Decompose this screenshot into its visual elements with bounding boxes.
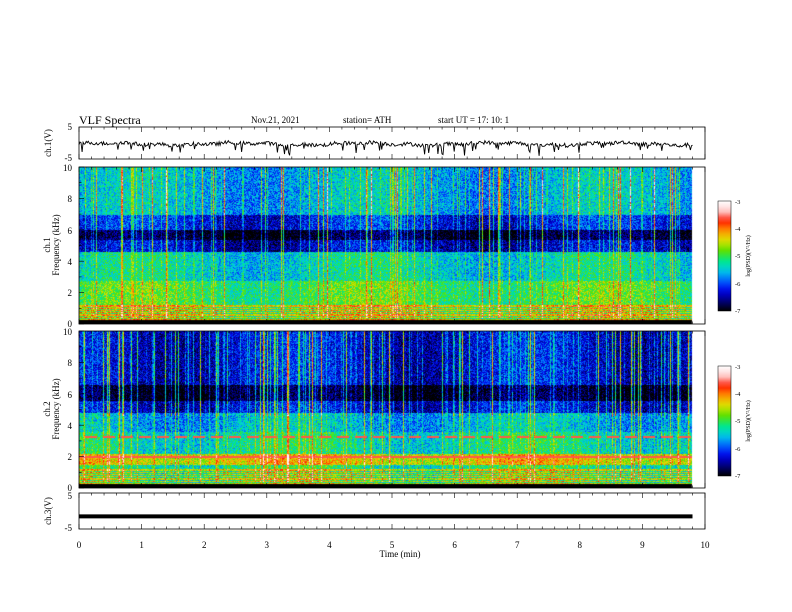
- start-ut-label: start UT = 17: 10: 1: [438, 115, 509, 125]
- cb1-tick-m4: -4: [735, 226, 741, 233]
- spec1-ytick-4: 4: [68, 257, 73, 267]
- spec2-channel-label: ch.2: [42, 401, 52, 416]
- x-tick-label: 10: [701, 540, 711, 550]
- ch3-ytick-bottom: -5: [65, 523, 73, 533]
- ch1-ytick-bottom: -5: [65, 153, 73, 163]
- ch1-spectrogram-image: [79, 167, 705, 324]
- ch3-ytick-top: 5: [68, 491, 73, 501]
- spec1-ytick-0: 0: [68, 319, 73, 329]
- x-axis-tick-labels: 0 1 2 3 4 5 6 7 8 9 10: [77, 540, 710, 550]
- x-axis-label: Time (min): [380, 549, 421, 559]
- ch1-colorbar: [718, 201, 731, 311]
- spec2-ytick-2: 2: [68, 452, 73, 462]
- spec2-ytick-10: 10: [63, 327, 73, 337]
- cb2-tick-m7: -7: [735, 473, 741, 480]
- x-tick-label: 5: [390, 540, 395, 550]
- spec2-ytick-4: 4: [68, 421, 73, 431]
- x-tick-label: 7: [515, 540, 520, 550]
- spec1-ytick-10: 10: [63, 163, 73, 173]
- ch2-spectrogram-panel: 10 8 6 4 2 0 ch.2 Frequency (kHz) -3 -4 …: [42, 327, 752, 493]
- figure-title: VLF Spectra: [79, 113, 141, 127]
- cb2-tick-m3: -3: [735, 364, 740, 371]
- spec2-ytick-0: 0: [68, 483, 73, 493]
- cb1-tick-m5: -5: [735, 253, 740, 260]
- date-label: Nov.21, 2021: [251, 115, 300, 125]
- ch1-waveform-panel: 5 -5 ch.1(V): [43, 122, 706, 163]
- cb2-tick-m5: -5: [735, 418, 740, 425]
- ch1-waveform-line: [78, 139, 693, 156]
- x-tick-label: 9: [640, 540, 645, 550]
- x-tick-label: 4: [327, 540, 332, 550]
- spec1-ylabel: Frequency (kHz): [51, 214, 61, 275]
- ch3-waveform-ylabel: ch.3(V): [43, 497, 53, 525]
- spec1-ytick-6: 6: [68, 226, 73, 236]
- ch1-spectrogram-panel: 10 8 6 4 2 0 ch.1 Frequency (kHz) -3 -4 …: [42, 163, 752, 329]
- spec2-ytick-8: 8: [68, 358, 73, 368]
- spec2-ylabel: Frequency (kHz): [51, 378, 61, 439]
- x-tick-label: 1: [139, 540, 144, 550]
- spec1-channel-label: ch.1: [42, 237, 52, 252]
- ch2-colorbar: [718, 366, 731, 476]
- ch3-waveform-frame: [78, 492, 706, 530]
- spec1-ytick-2: 2: [68, 288, 73, 298]
- x-tick-label: 2: [202, 540, 207, 550]
- spec2-ytick-6: 6: [68, 390, 73, 400]
- ch1-waveform-ylabel: ch.1(V): [43, 129, 53, 157]
- cb2-tick-m6: -6: [735, 446, 741, 453]
- cb1-tick-m7: -7: [735, 308, 741, 315]
- cb1-tick-m3: -3: [735, 199, 740, 206]
- station-label: station= ATH: [343, 115, 392, 125]
- cb2-tick-m4: -4: [735, 391, 741, 398]
- x-tick-label: 6: [452, 540, 457, 550]
- x-axis-ticks: [78, 127, 706, 529]
- ch3-waveform-panel: 5 -5 ch.3(V): [43, 491, 706, 533]
- cb1-label: log(PSD)(V²/Hz): [745, 235, 752, 276]
- cb2-label: log(PSD)(V²/Hz): [745, 400, 752, 441]
- x-tick-label: 0: [77, 540, 82, 550]
- x-tick-label: 8: [578, 540, 583, 550]
- x-tick-label: 3: [265, 540, 270, 550]
- cb1-tick-m6: -6: [735, 281, 741, 288]
- ch2-spectrogram-image: [79, 331, 705, 488]
- ch1-ytick-top: 5: [68, 122, 73, 132]
- spec1-ytick-8: 8: [68, 194, 73, 204]
